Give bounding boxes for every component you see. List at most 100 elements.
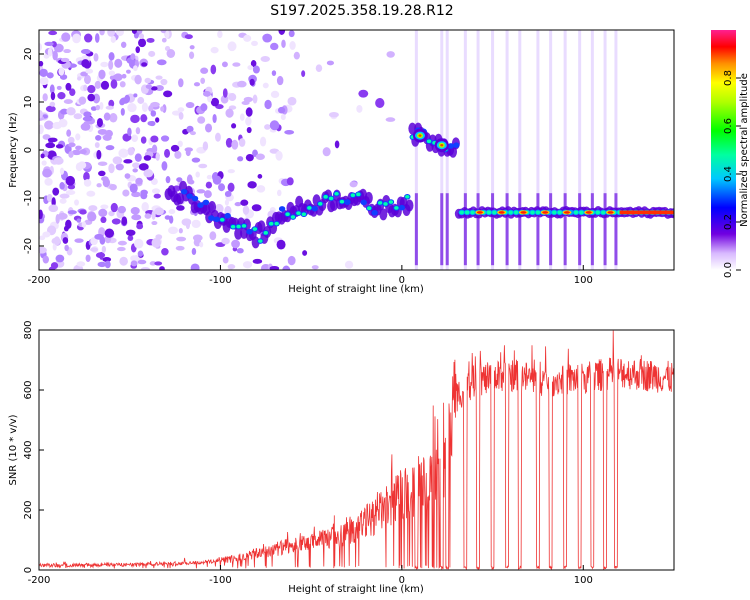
spectrogram-speckle xyxy=(39,60,44,67)
spectrogram-speckle xyxy=(39,68,48,78)
spectrogram-speckle xyxy=(115,163,124,171)
spectrogram-ridge-peak xyxy=(601,210,606,215)
spectrogram-hotspot xyxy=(476,211,483,214)
spectrogram-speckle xyxy=(76,218,82,223)
spectrogram-speckle xyxy=(262,33,273,43)
spectrogram-streak xyxy=(614,193,618,266)
spectrogram-speckle xyxy=(134,74,142,85)
spectrogram-speckle xyxy=(108,70,116,76)
spectrogram-speckle xyxy=(181,218,192,226)
spectrogram-speckle xyxy=(104,228,115,238)
spectrogram-x-label: Height of straight line (km) xyxy=(288,284,424,295)
spectrogram-ridge xyxy=(379,208,388,221)
spectrogram-speckle xyxy=(101,245,107,253)
spectrogram-speckle xyxy=(77,161,87,169)
spectrogram-speckle xyxy=(191,247,197,256)
colorbar-ticks: 0.0 0.2 0.4 0.6 0.8 xyxy=(723,70,741,278)
spectrogram-streak xyxy=(549,30,553,270)
spectrogram-speckle xyxy=(141,202,149,212)
spectrogram-streak xyxy=(614,30,618,270)
spectrogram-speckle xyxy=(165,30,170,39)
spectrogram-speckle xyxy=(82,116,93,122)
spectrogram-speckle xyxy=(154,261,163,266)
spectrogram-speckle xyxy=(177,107,185,112)
spectrogram-speckle xyxy=(94,33,100,43)
spectrogram-speckle xyxy=(52,50,58,61)
spectrogram-speckle xyxy=(45,142,56,149)
spectrogram-speckle xyxy=(119,256,128,266)
spectrogram-speckle xyxy=(202,141,209,151)
spectrogram-speckle xyxy=(55,144,64,149)
spectrogram-speckle xyxy=(227,169,235,174)
spectrogram-y-ticks: -20 -10 0 10 20 xyxy=(23,48,44,254)
spectrogram-speckle xyxy=(105,105,114,110)
y-tick-label: 400 xyxy=(23,440,34,459)
spectrogram-blob xyxy=(440,144,444,147)
spectrogram-speckle xyxy=(141,102,148,112)
spectrogram-speckle xyxy=(225,137,233,148)
spectrogram-streak xyxy=(563,193,567,266)
spectrogram-ridge-peak xyxy=(464,210,470,215)
spectrogram-speckle xyxy=(65,175,75,186)
spectrogram-speckle xyxy=(74,199,79,206)
spectrogram-speckle xyxy=(56,85,62,91)
spectrogram-ridge-peak xyxy=(263,231,268,235)
spectrogram-ridge-peak xyxy=(258,239,263,243)
spectrogram-speckle xyxy=(221,61,228,68)
spectrogram-speckle xyxy=(133,238,144,249)
spectrogram-hotspot xyxy=(619,210,674,215)
spectrogram-ridge-peak xyxy=(426,139,432,144)
y-tick-label: 0 xyxy=(23,147,34,153)
spectrogram-speckle xyxy=(153,193,161,199)
spectrogram-speckle xyxy=(90,247,98,252)
spectrogram-speckle xyxy=(60,108,69,115)
spectrogram-speckle xyxy=(103,112,111,121)
spectrogram-speckle xyxy=(322,147,331,157)
spectrogram-speckle xyxy=(243,96,253,103)
spectrogram-speckle xyxy=(52,243,57,251)
spectrogram-speckle xyxy=(95,135,102,141)
spectrogram-speckle xyxy=(39,246,47,254)
spectrogram-ridge xyxy=(234,227,243,240)
spectrogram-speckle xyxy=(118,148,129,158)
spectrogram-speckle xyxy=(136,223,144,230)
spectrogram-speckle xyxy=(271,70,277,76)
spectrogram-ridge-peak xyxy=(579,210,584,215)
spectrogram-speckle xyxy=(100,216,107,224)
spectrogram-speckle xyxy=(75,133,81,141)
spectrogram-speckle xyxy=(88,205,98,212)
spectrogram-x-ticks: -200 -100 0 100 xyxy=(28,265,593,286)
spectrogram-ridge-peak xyxy=(328,196,334,201)
colorbar-tick-label: 0.2 xyxy=(723,214,734,230)
spectrogram-ridge-core xyxy=(360,199,367,206)
spectrogram-speckle xyxy=(176,205,185,211)
spectrogram-speckle xyxy=(42,168,52,178)
spectrogram-speckle xyxy=(78,96,87,105)
spectrogram-speckle xyxy=(137,259,147,265)
spectrogram-speckle xyxy=(231,239,240,249)
spectrogram-speckle xyxy=(127,103,137,113)
spectrogram-speckle xyxy=(148,105,154,112)
spectrogram-speckle xyxy=(64,244,69,252)
spectrogram-speckle xyxy=(301,70,306,78)
spectrogram-speckle xyxy=(124,94,131,103)
spectrogram-ridge xyxy=(251,236,260,249)
spectrogram-speckle xyxy=(245,107,253,117)
spectrogram-speckle xyxy=(44,178,53,186)
spectrogram-speckle xyxy=(205,181,213,189)
spectrogram-speckle xyxy=(42,93,48,102)
spectrogram-speckle xyxy=(45,105,56,113)
spectrogram-speckle xyxy=(164,148,171,158)
spectrogram-speckle xyxy=(52,187,60,196)
spectrogram-ridge-peak xyxy=(301,212,307,217)
spectrogram-speckle xyxy=(79,148,87,155)
spectrogram-streak xyxy=(578,30,582,270)
spectrogram-speckle xyxy=(282,265,291,270)
spectrogram-speckle xyxy=(122,189,130,197)
spectrogram-speckle xyxy=(40,153,45,159)
spectrogram-ridge-core xyxy=(191,195,199,202)
spectrogram-speckle xyxy=(276,239,286,250)
spectrogram-streak xyxy=(603,30,607,270)
spectrogram-speckle xyxy=(49,101,56,107)
spectrogram-speckle xyxy=(127,127,132,137)
